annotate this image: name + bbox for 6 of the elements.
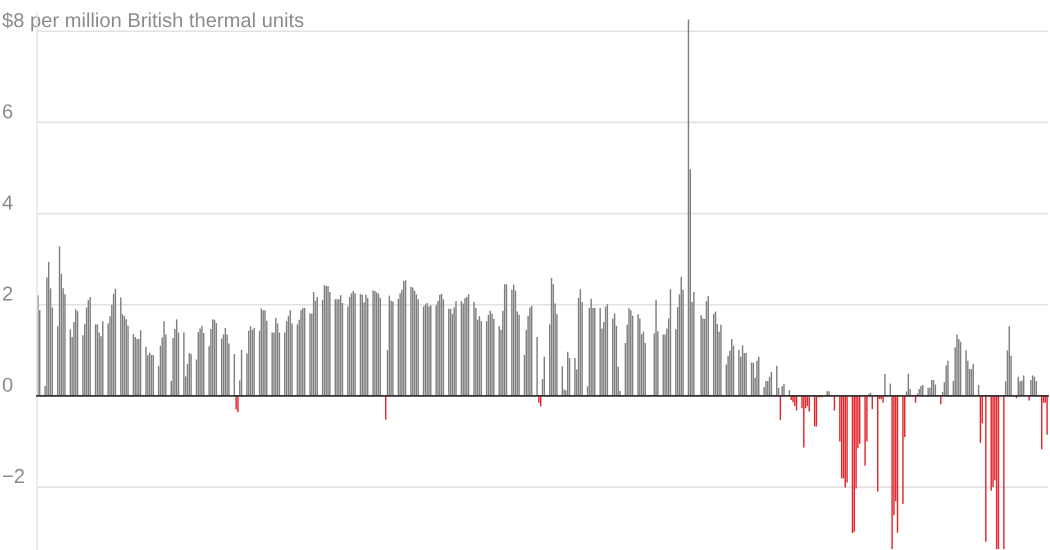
y-tick-label: 6	[3, 104, 13, 119]
y-tick-label: 0	[2, 377, 13, 392]
y-tick-label: 2	[3, 286, 13, 301]
y-tick-label: 4	[2, 195, 13, 210]
y-tick-label: −2	[2, 468, 24, 483]
y-tick-label: $8 per million British thermal units	[2, 12, 304, 32]
